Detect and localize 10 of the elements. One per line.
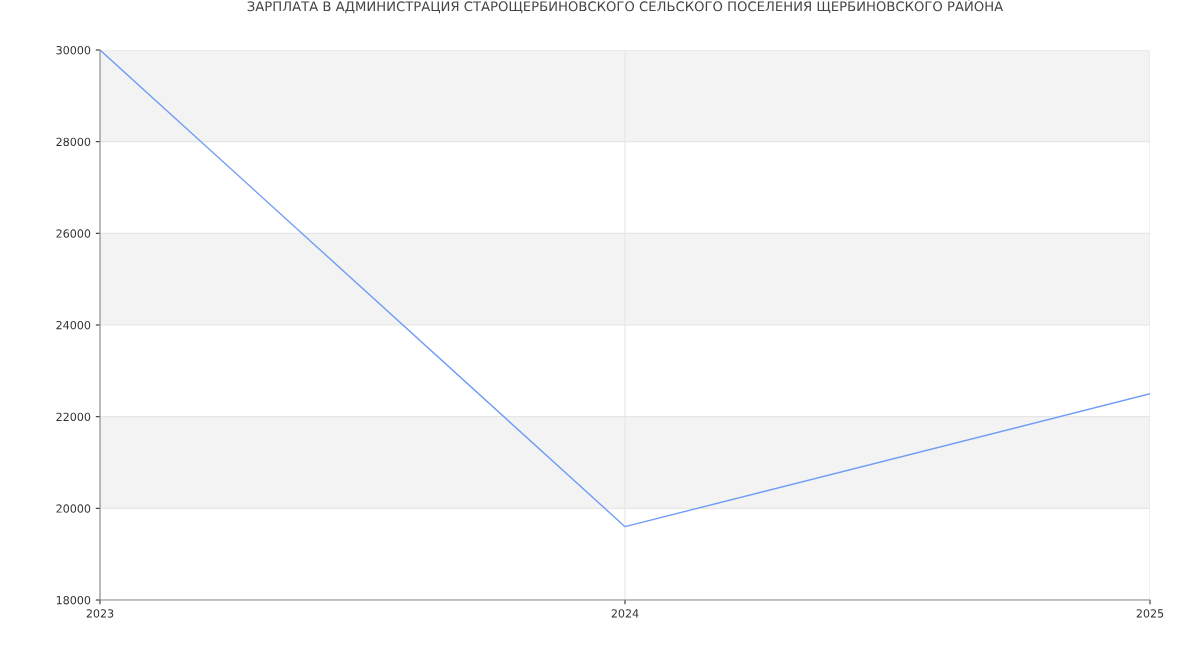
x-tick-label: 2025	[1136, 609, 1164, 618]
y-tick-label: 26000	[56, 229, 91, 238]
x-tick-label: 2023	[86, 609, 114, 618]
x-tick-label: 2024	[611, 609, 639, 618]
y-tick-label: 30000	[56, 45, 91, 55]
y-tick-label: 22000	[56, 412, 91, 422]
y-tick-label: 20000	[56, 504, 91, 513]
y-tick-label: 18000	[56, 595, 91, 605]
y-tick-label: 28000	[56, 137, 91, 147]
y-tick-label: 24000	[56, 320, 91, 330]
